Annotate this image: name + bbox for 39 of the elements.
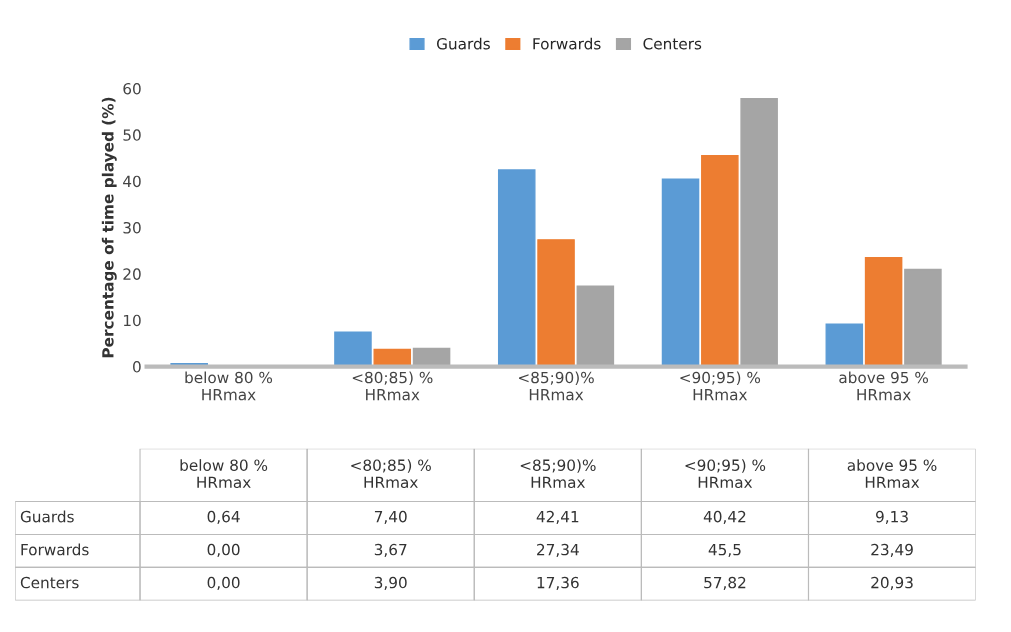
x-tick-label: <90;95) % HRmax	[680, 371, 761, 401]
data-label: 27,34	[537, 543, 579, 557]
data-label: 17,36	[537, 576, 579, 590]
text: Centers	[20, 576, 79, 589]
category-label: below 80 % HRmax	[180, 459, 268, 489]
data-label: 0,00	[207, 543, 240, 557]
data-label: 3,90	[374, 576, 407, 590]
data-label: 40,42	[703, 510, 746, 524]
y-tick-label: 20	[123, 268, 141, 280]
y-tick-label: 50	[123, 129, 141, 141]
y-tick-label: 30	[123, 221, 141, 234]
x-tick-label: below 80 % HRmax	[185, 371, 273, 401]
y-tick-label: 10	[123, 314, 141, 327]
y-tick-label: 40	[123, 175, 141, 188]
data-label: 7,40	[374, 510, 407, 524]
data-label: 3,67	[374, 543, 407, 557]
category-label: <80;85) % HRmax	[351, 459, 431, 489]
text: Guards	[20, 510, 74, 523]
x-tick-label: above 95 % HRmax	[839, 371, 929, 401]
legend-label: Forwards	[533, 37, 601, 50]
y-tick-label: 0	[133, 361, 141, 373]
data-label: 45,5	[708, 544, 741, 557]
data-label: 57,82	[704, 576, 746, 590]
category-label: <90;95) % HRmax	[685, 459, 766, 489]
data-label: 20,93	[871, 576, 913, 590]
data-label: 0,64	[207, 510, 240, 524]
text: Forwards	[21, 543, 89, 556]
legend-label: Centers	[643, 37, 702, 50]
data-label: 0,00	[207, 576, 240, 590]
category-label: above 95 % HRmax	[847, 459, 937, 489]
category-label: <85;90)% HRmax	[520, 459, 596, 489]
x-tick-label: <85;90)% HRmax	[519, 371, 594, 401]
x-tick-label: <80;85) % HRmax	[352, 371, 433, 401]
y-axis-title: Percentage of time played (%)	[101, 97, 117, 358]
y-tick-label: 60	[123, 82, 141, 95]
data-label: 9,13	[876, 510, 908, 524]
legend-label: Guards	[436, 37, 490, 50]
data-label: 23,49	[871, 543, 913, 557]
data-label: 42,41	[536, 510, 579, 524]
